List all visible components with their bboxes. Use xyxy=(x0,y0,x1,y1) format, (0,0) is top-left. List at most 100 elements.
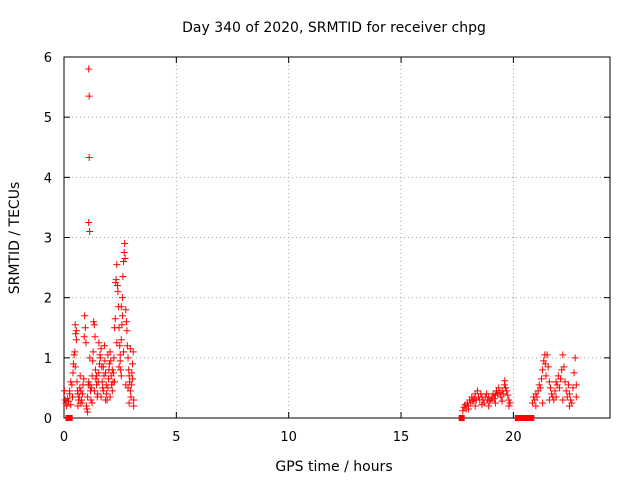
data-point xyxy=(122,306,130,314)
data-point xyxy=(473,387,481,395)
data-point xyxy=(557,375,565,383)
data-point xyxy=(102,369,110,377)
y-tick-label: 6 xyxy=(44,51,52,66)
data-point xyxy=(87,396,95,404)
data-point xyxy=(542,372,550,380)
data-point xyxy=(504,391,512,399)
data-point xyxy=(540,357,548,365)
x-tick-label: 5 xyxy=(172,430,180,445)
data-point xyxy=(90,318,98,326)
data-point xyxy=(129,360,137,368)
data-point xyxy=(572,381,580,389)
data-point xyxy=(536,384,544,392)
data-point xyxy=(106,393,114,401)
data-point xyxy=(471,402,479,410)
y-axis-label: SRMTID / TECUs xyxy=(7,182,23,295)
data-point xyxy=(491,399,499,407)
data-point xyxy=(118,294,126,302)
data-point xyxy=(97,393,105,401)
data-point xyxy=(63,402,71,410)
data-point xyxy=(564,381,572,389)
data-point xyxy=(89,348,97,356)
data-point xyxy=(129,375,137,383)
data-point xyxy=(85,153,93,161)
data-point xyxy=(543,351,551,359)
data-point xyxy=(539,366,547,374)
data-point xyxy=(569,384,577,392)
data-point xyxy=(503,387,511,395)
y-tick-label: 0 xyxy=(44,412,52,427)
data-point xyxy=(117,303,125,311)
data-point xyxy=(104,351,112,359)
data-point xyxy=(67,378,75,386)
y-tick-label: 1 xyxy=(44,352,52,367)
data-point xyxy=(93,372,101,380)
data-point xyxy=(90,321,98,329)
data-point xyxy=(125,366,133,374)
y-tick-label: 5 xyxy=(44,111,52,126)
data-point xyxy=(81,324,89,332)
data-point xyxy=(121,255,129,263)
data-point xyxy=(485,402,493,410)
x-tick-label: 0 xyxy=(60,430,68,445)
data-point xyxy=(117,366,125,374)
data-point xyxy=(86,227,94,235)
y-tick-label: 2 xyxy=(44,292,52,307)
data-point xyxy=(72,330,80,338)
data-point xyxy=(104,384,112,392)
y-tick-label: 3 xyxy=(44,232,52,247)
data-point xyxy=(117,372,125,380)
data-point xyxy=(122,318,130,326)
data-point xyxy=(115,324,123,332)
data-point xyxy=(559,396,567,404)
data-point xyxy=(533,393,541,401)
data-point xyxy=(103,390,111,398)
data-point xyxy=(98,378,106,386)
data-point xyxy=(99,363,107,371)
data-point xyxy=(490,395,498,403)
data-point xyxy=(91,366,99,374)
data-point xyxy=(561,378,569,386)
data-point xyxy=(117,336,125,344)
data-point xyxy=(114,288,122,296)
tick-layer: 0 5 10 15 20 0 1 2 3 4 5 6 xyxy=(44,51,610,445)
x-axis-label: GPS time / hours xyxy=(275,459,392,475)
data-point xyxy=(108,387,116,395)
data-point xyxy=(76,372,84,380)
data-point xyxy=(102,396,110,404)
data-point xyxy=(567,396,575,404)
data-point xyxy=(544,363,552,371)
data-point xyxy=(97,345,105,353)
data-point xyxy=(118,312,126,320)
data-point xyxy=(459,407,467,415)
data-point xyxy=(72,336,80,344)
data-point xyxy=(555,384,563,392)
data-point xyxy=(545,396,553,404)
data-point xyxy=(120,249,128,257)
data-point xyxy=(68,381,76,389)
data-point xyxy=(81,312,89,320)
data-point xyxy=(486,397,494,405)
data-point xyxy=(69,360,77,368)
data-point xyxy=(535,381,543,389)
data-point xyxy=(83,405,91,413)
data-point xyxy=(66,387,74,395)
data-point xyxy=(119,273,127,281)
data-point xyxy=(84,408,92,416)
data-point xyxy=(85,92,93,100)
data-point xyxy=(559,351,567,359)
data-point xyxy=(80,333,88,341)
data-point xyxy=(82,339,90,347)
data-point xyxy=(71,348,79,356)
data-point xyxy=(495,384,503,392)
data-point xyxy=(69,393,77,401)
data-point xyxy=(570,369,578,377)
data-point xyxy=(566,390,574,398)
data-point xyxy=(90,387,98,395)
data-point xyxy=(506,399,514,407)
data-point xyxy=(129,348,137,356)
data-point xyxy=(71,321,79,329)
data-point xyxy=(113,282,121,290)
data-point xyxy=(108,366,116,374)
data-point xyxy=(115,363,123,371)
